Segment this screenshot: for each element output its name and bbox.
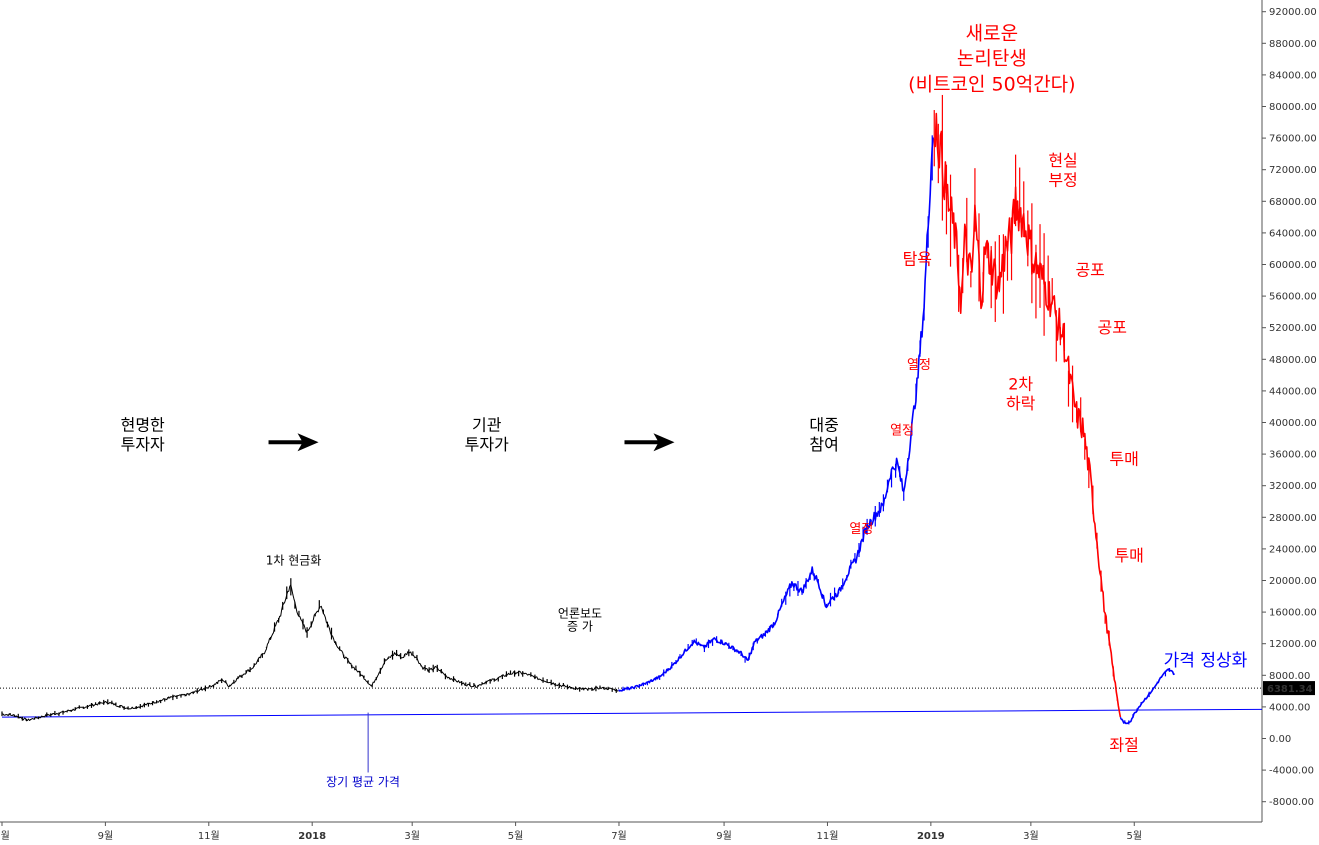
y-tick-label: 32000.00 <box>1269 481 1317 492</box>
annotation-label: (비트코인 50억간다) <box>908 74 1075 96</box>
x-tick-label: 2018 <box>298 831 326 842</box>
x-tick-label: 5월 <box>1126 830 1142 842</box>
annotation-label: 장기 평균 가격 <box>326 775 400 789</box>
annotation-label: 논리탄생 <box>957 48 1027 70</box>
x-tick-label: 11월 <box>816 830 838 842</box>
annotation-label: 투자자 <box>121 435 165 454</box>
arrow-icon <box>624 433 675 452</box>
y-tick-label: 56000.00 <box>1269 292 1317 303</box>
annotation-label: 참여 <box>809 435 838 454</box>
annotation-label: 증 가 <box>567 619 593 633</box>
y-tick-label: 84000.00 <box>1269 70 1317 81</box>
price-series-1 <box>2 584 619 722</box>
annotation-label: 탐욕 <box>903 250 932 269</box>
arrow-shape <box>624 433 675 452</box>
annotation-label: 현명한 <box>121 415 165 434</box>
y-tick-label: 24000.00 <box>1269 544 1317 555</box>
y-tick-label: 8000.00 <box>1269 671 1310 682</box>
long-term-average-line <box>1 708 1262 718</box>
price-series-4 <box>1120 668 1175 725</box>
annotation-label: 열정 <box>849 522 873 537</box>
annotation-label: 공포 <box>1075 261 1104 280</box>
current-price-marker: 6381.34 <box>1263 681 1315 696</box>
arrow-shape <box>268 433 319 452</box>
x-tick-label: 7월 <box>0 830 10 842</box>
y-tick-label: 72000.00 <box>1269 165 1317 176</box>
y-tick-label: 48000.00 <box>1269 355 1317 366</box>
annotation-label: 기관 <box>472 415 502 434</box>
x-tick-label: 3월 <box>1023 830 1039 842</box>
annotation-label: 1차 현금화 <box>266 554 322 568</box>
annotation-label: 열정 <box>907 358 931 373</box>
annotation-label: 2차 <box>1008 374 1033 393</box>
annotation-label: 열정 <box>890 423 914 438</box>
x-tick-label: 7월 <box>611 830 627 842</box>
y-tick-label: 12000.00 <box>1269 639 1317 650</box>
annotation-label: 현실 <box>1048 151 1077 170</box>
y-tick-label: 60000.00 <box>1269 260 1317 271</box>
annotation-label: 좌절 <box>1109 735 1138 754</box>
price-series-3 <box>933 112 1122 718</box>
x-tick-label: 9월 <box>716 830 732 842</box>
y-tick-label: -8000.00 <box>1269 797 1314 808</box>
annotation-label: 언론보도 <box>558 607 602 621</box>
y-tick-label: 76000.00 <box>1269 134 1317 145</box>
x-tick-label: 3월 <box>404 830 420 842</box>
price-series-2 <box>618 137 934 692</box>
current-price-label: 6381.34 <box>1267 684 1313 695</box>
y-tick-label: 52000.00 <box>1269 323 1317 334</box>
annotation-label: 투매 <box>1109 449 1138 468</box>
x-tick-label: 2019 <box>917 831 945 842</box>
y-tick-label: 0.00 <box>1269 734 1291 745</box>
current-price-box <box>1263 681 1315 696</box>
x-axis: 7월 9월 11월 2018 3월 5월 7월 9월 11월 2019 3월 5월 <box>0 821 1262 842</box>
annotation-label: 하락 <box>1006 394 1036 413</box>
series-layer <box>1 94 1175 725</box>
y-tick-label: 40000.00 <box>1269 418 1317 429</box>
y-tick-label: 36000.00 <box>1269 450 1317 461</box>
annotation-label: 부정 <box>1048 171 1077 190</box>
annotation-label: 투자가 <box>465 435 509 454</box>
plot-area <box>0 94 1262 773</box>
annotation-label: 공포 <box>1097 318 1126 337</box>
y-tick-label: 44000.00 <box>1269 386 1317 397</box>
x-tick-label: 11월 <box>198 830 220 842</box>
y-tick-label: 20000.00 <box>1269 576 1317 587</box>
y-tick-label: 68000.00 <box>1269 197 1317 208</box>
y-tick-label: 80000.00 <box>1269 102 1317 113</box>
y-tick-label: -4000.00 <box>1269 766 1314 777</box>
annotation-label: 새로운 <box>966 22 1018 44</box>
x-tick-label: 9월 <box>98 830 114 842</box>
y-axis: -8000.00 -4000.00 0.00 4000.00 8000.00 12000.… <box>1261 0 1317 822</box>
y-tick-label: 88000.00 <box>1269 39 1317 50</box>
y-tick-label: 4000.00 <box>1269 702 1310 713</box>
y-tick-label: 28000.00 <box>1269 513 1317 524</box>
arrow-icon <box>268 433 319 452</box>
y-tick-label: 92000.00 <box>1269 7 1317 18</box>
annotation-label: 가격 정상화 <box>1164 651 1248 671</box>
annotation-label: 대중 <box>809 415 838 434</box>
trend-layer <box>0 687 1262 773</box>
y-tick-label: 16000.00 <box>1269 608 1317 619</box>
x-tick-label: 5월 <box>508 830 524 842</box>
y-tick-label: 64000.00 <box>1269 228 1317 239</box>
annotation-label: 투매 <box>1114 546 1143 565</box>
